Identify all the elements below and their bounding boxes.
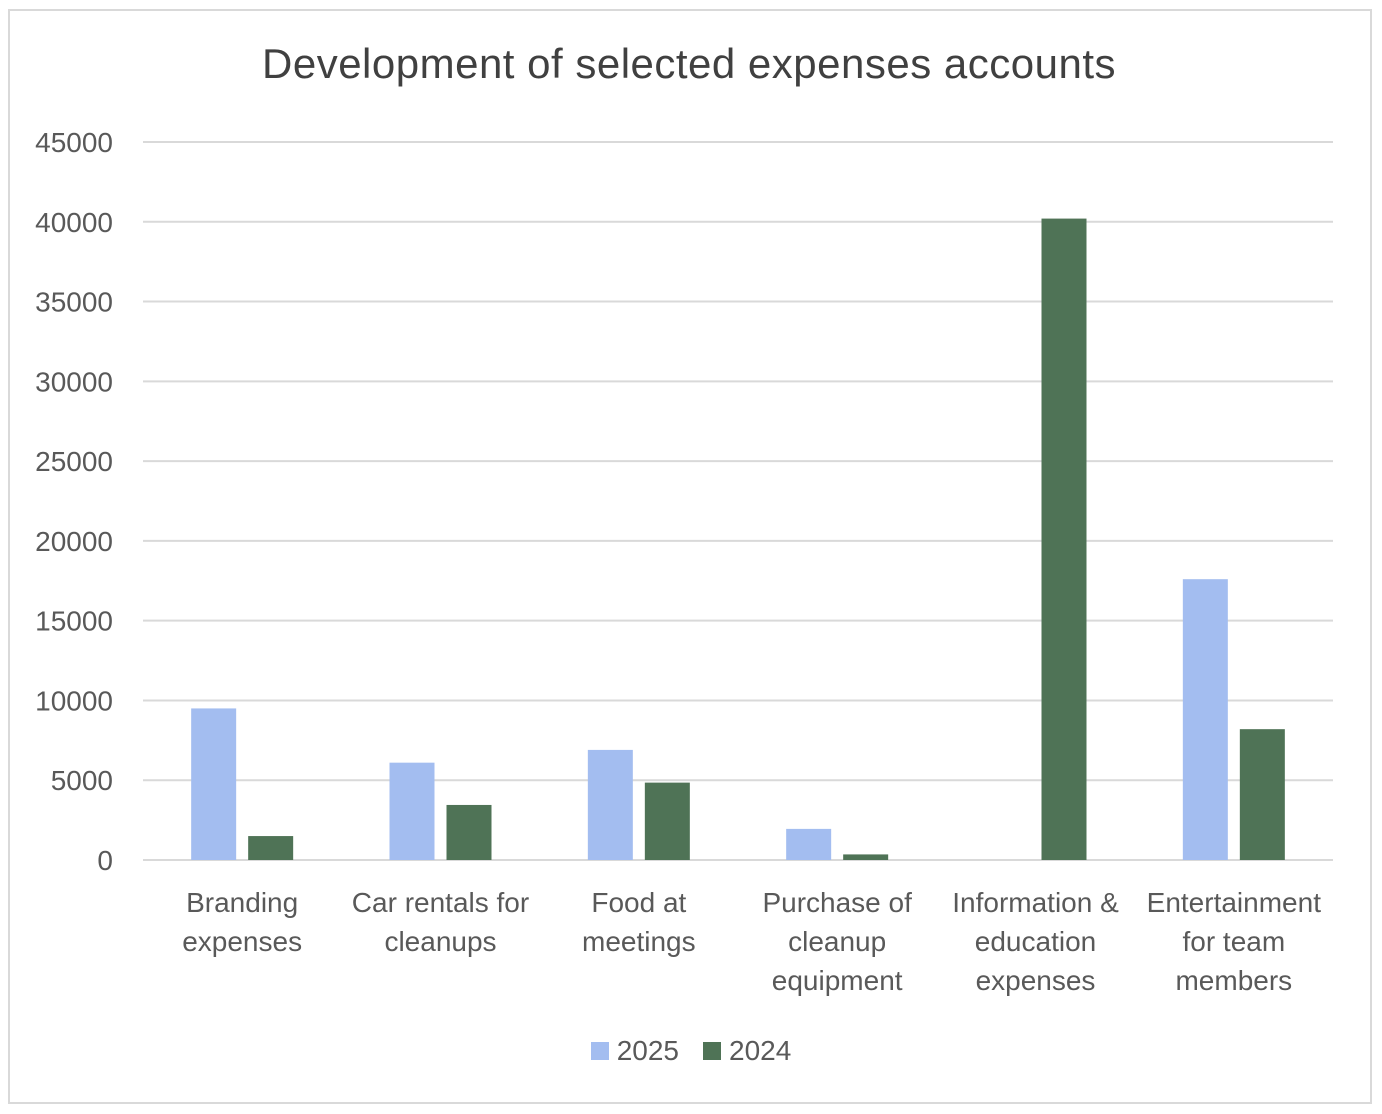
- x-category-label: Information & education expenses: [952, 887, 1119, 996]
- y-tick-label: 25000: [35, 446, 113, 477]
- x-category-label-line: members: [1175, 965, 1292, 996]
- x-category-label-line: Branding: [186, 887, 298, 918]
- y-axis-ticks: 0 5000 10000 15000 20000 25000 30000 35000 40000…: [35, 127, 113, 876]
- x-category-label-line: expenses: [182, 926, 302, 957]
- bars-layer: [191, 218, 1285, 860]
- bar-2024-0: [248, 836, 294, 860]
- x-category-label-line: equipment: [772, 965, 903, 996]
- bar-2024-3: [843, 854, 889, 860]
- legend: 2025 2024: [0, 1035, 1382, 1067]
- chart-title: Development of selected expenses account…: [262, 40, 1116, 87]
- y-tick-label: 20000: [35, 526, 113, 557]
- x-category-label-line: Information &: [952, 887, 1119, 918]
- y-tick-label: 35000: [35, 287, 113, 318]
- chart-frame: [8, 9, 1372, 1104]
- y-tick-label: 5000: [51, 765, 113, 796]
- y-tick-label: 0: [97, 845, 113, 876]
- bar-2025-0: [191, 708, 237, 860]
- x-axis-categories: Branding expenses Car rentals for cleanups F…: [182, 887, 1321, 996]
- bar-2025-5: [1182, 579, 1228, 860]
- bar-2025-3: [786, 828, 832, 860]
- x-category-label-line: Car rentals for: [352, 887, 529, 918]
- y-tick-label: 15000: [35, 606, 113, 637]
- bar-2024-1: [446, 804, 492, 860]
- x-category-label-line: meetings: [582, 926, 696, 957]
- bar-2024-4: [1041, 218, 1087, 860]
- legend-swatch: [703, 1042, 721, 1060]
- x-category-label: Food at meetings: [582, 887, 696, 957]
- y-tick-label: 30000: [35, 366, 113, 397]
- bar-2024-5: [1239, 729, 1285, 860]
- legend-item-2025: 2025: [590, 1035, 679, 1067]
- y-tick-label: 40000: [35, 207, 113, 238]
- x-category-label-line: for team: [1182, 926, 1285, 957]
- x-category-label-line: cleanups: [384, 926, 496, 957]
- grid-layer: [143, 141, 1333, 861]
- x-category-label-line: education: [975, 926, 1096, 957]
- legend-swatch: [590, 1042, 609, 1060]
- x-category-label: Purchase of cleanup equipment: [762, 887, 912, 996]
- x-category-label: Car rentals for cleanups: [352, 887, 529, 957]
- bar-2025-1: [389, 762, 435, 860]
- x-category-label-line: Entertainment: [1147, 887, 1322, 918]
- bar-2025-2: [587, 749, 633, 860]
- x-category-label: Entertainment for team members: [1147, 887, 1322, 996]
- x-category-label-line: expenses: [976, 965, 1096, 996]
- y-tick-label: 10000: [35, 685, 113, 716]
- legend-label: 2025: [616, 1035, 679, 1066]
- x-category-label-line: Food at: [591, 887, 686, 918]
- y-tick-label: 45000: [35, 127, 113, 158]
- x-category-label-line: cleanup: [788, 926, 886, 957]
- x-category-label-line: Purchase of: [762, 887, 912, 918]
- x-category-label: Branding expenses: [182, 887, 302, 957]
- legend-label: 2024: [729, 1035, 792, 1066]
- bar-2024-2: [644, 782, 690, 860]
- legend-item-2024: 2024: [703, 1035, 791, 1067]
